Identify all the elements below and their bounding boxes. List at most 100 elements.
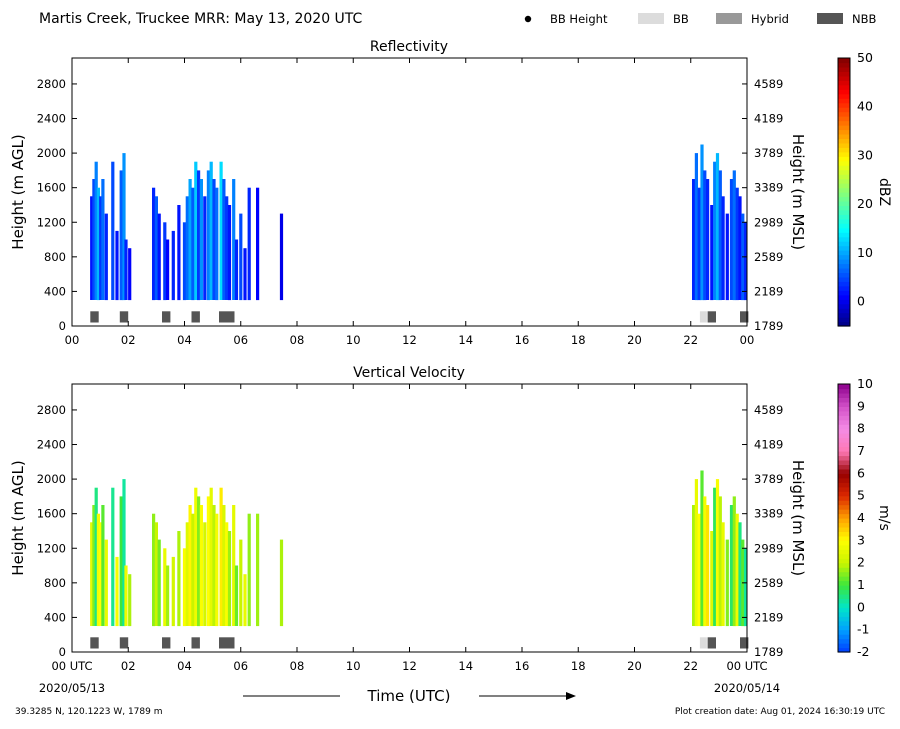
velocity-data-column	[191, 513, 195, 627]
colorbar-segment	[838, 553, 850, 559]
reflectivity-data-column	[157, 213, 161, 301]
y-tick-label-left: 2800	[37, 77, 66, 91]
velocity-data-column	[721, 522, 725, 626]
legend-nbb-label: NBB	[852, 12, 876, 26]
reflectivity-data-column	[697, 187, 701, 301]
y-tick-label-right: 1789	[754, 645, 783, 659]
colorbar-segment	[838, 245, 850, 251]
y-tick-label-right: 4189	[754, 112, 783, 126]
colorbar-segment	[838, 263, 850, 269]
velocity-data-column	[239, 539, 243, 627]
colorbar-segment	[838, 111, 850, 117]
colorbar-segment	[838, 504, 850, 510]
bb-type-marker	[191, 637, 200, 649]
velocity-data-column	[735, 513, 739, 627]
velocity-data-column	[124, 565, 128, 626]
colorbar-segment	[838, 482, 850, 488]
start-date: 2020/05/13	[39, 681, 105, 695]
reflectivity-data-column	[99, 196, 103, 300]
colorbar-segment	[838, 98, 850, 104]
y-tick-label-right: 3789	[754, 472, 783, 486]
colorbar-segment	[838, 446, 850, 452]
colorbar-segment	[838, 437, 850, 443]
reflectivity-data-column	[185, 196, 189, 300]
reflectivity-data-column	[279, 213, 284, 301]
y-tick-label-left: 2800	[37, 403, 66, 417]
colorbar-segment	[838, 183, 850, 189]
reflectivity-data-column	[188, 179, 192, 300]
y-tick-label-left: 0	[59, 645, 66, 659]
colorbar-segment	[838, 647, 850, 653]
colorbar-tick-label: 40	[857, 99, 873, 114]
colorbar-segment	[838, 433, 850, 439]
reflectivity-colorbar-label: dBZ	[876, 178, 892, 206]
velocity-data-column	[732, 496, 736, 627]
reflectivity-data-column	[706, 179, 710, 300]
velocity-data-column	[203, 522, 207, 626]
colorbar-segment	[838, 89, 850, 95]
colorbar-frame	[837, 383, 851, 653]
colorbar-segment	[838, 138, 850, 144]
reflectivity-data-column	[94, 161, 98, 300]
colorbar-segment	[838, 290, 850, 296]
colorbar-segment	[838, 535, 850, 541]
reflectivity-colorbar: 0 10 20 30 40 50	[837, 50, 873, 327]
velocity-data-column	[122, 479, 126, 627]
velocity-data-column	[215, 513, 219, 627]
colorbar-segment	[838, 567, 850, 573]
colorbar-segment	[838, 634, 850, 640]
time-axis-label: Time (UTC)	[367, 687, 451, 705]
colorbar-segment	[838, 205, 850, 211]
reflectivity-data-column	[219, 161, 223, 300]
x-tick-label: 08	[290, 333, 305, 347]
colorbar-segment	[838, 223, 850, 229]
x-tick-label: 00 UTC	[51, 659, 92, 673]
colorbar-tick-label: 5	[857, 488, 865, 503]
bb-type-marker	[162, 637, 171, 649]
colorbar-segment	[838, 151, 850, 157]
y-tick-label-left: 400	[44, 610, 66, 624]
colorbar-segment	[838, 303, 850, 309]
reflectivity-data-column	[732, 170, 736, 301]
reflectivity-data-column	[128, 248, 132, 301]
colorbar-segment	[838, 643, 850, 649]
colorbar-segment	[838, 576, 850, 582]
colorbar-segment	[838, 116, 850, 122]
colorbar-segment	[838, 232, 850, 238]
velocity-data-column	[697, 513, 701, 627]
reflectivity-ylabel-left: Height (m AGL)	[9, 134, 27, 249]
reflectivity-data-column	[182, 222, 187, 301]
bb-type-marker	[740, 311, 749, 323]
reflectivity-data-column	[122, 153, 126, 301]
legend-bb-swatch	[638, 13, 664, 24]
reflectivity-data-column	[194, 161, 198, 300]
colorbar-segment	[838, 598, 850, 604]
bb-type-marker	[191, 311, 200, 323]
colorbar-segment	[838, 174, 850, 180]
colorbar-segment	[838, 317, 850, 323]
x-tick-label: 16	[515, 659, 530, 673]
colorbar-segment	[838, 384, 850, 390]
colorbar-segment	[838, 62, 850, 68]
colorbar-segment	[838, 593, 850, 599]
colorbar-segment	[838, 401, 850, 407]
y-tick-label-right: 3389	[754, 507, 783, 521]
colorbar-segment	[838, 178, 850, 184]
colorbar-segment	[838, 486, 850, 492]
colorbar-segment	[838, 522, 850, 528]
x-tick-label: 02	[121, 333, 136, 347]
velocity-data-column	[90, 522, 94, 626]
colorbar-segment	[838, 120, 850, 126]
colorbar-segment	[838, 93, 850, 99]
x-tick-label: 20	[627, 659, 642, 673]
colorbar-segment	[838, 66, 850, 72]
colorbar-segment	[838, 442, 850, 448]
reflectivity-data-column	[171, 230, 175, 301]
velocity-data-column	[111, 487, 115, 626]
x-tick-label: 04	[177, 659, 192, 673]
velocity-data-column	[710, 531, 714, 627]
y-tick-label-right: 4589	[754, 403, 783, 417]
bb-type-marker	[699, 311, 707, 323]
bb-type-marker	[219, 311, 235, 323]
